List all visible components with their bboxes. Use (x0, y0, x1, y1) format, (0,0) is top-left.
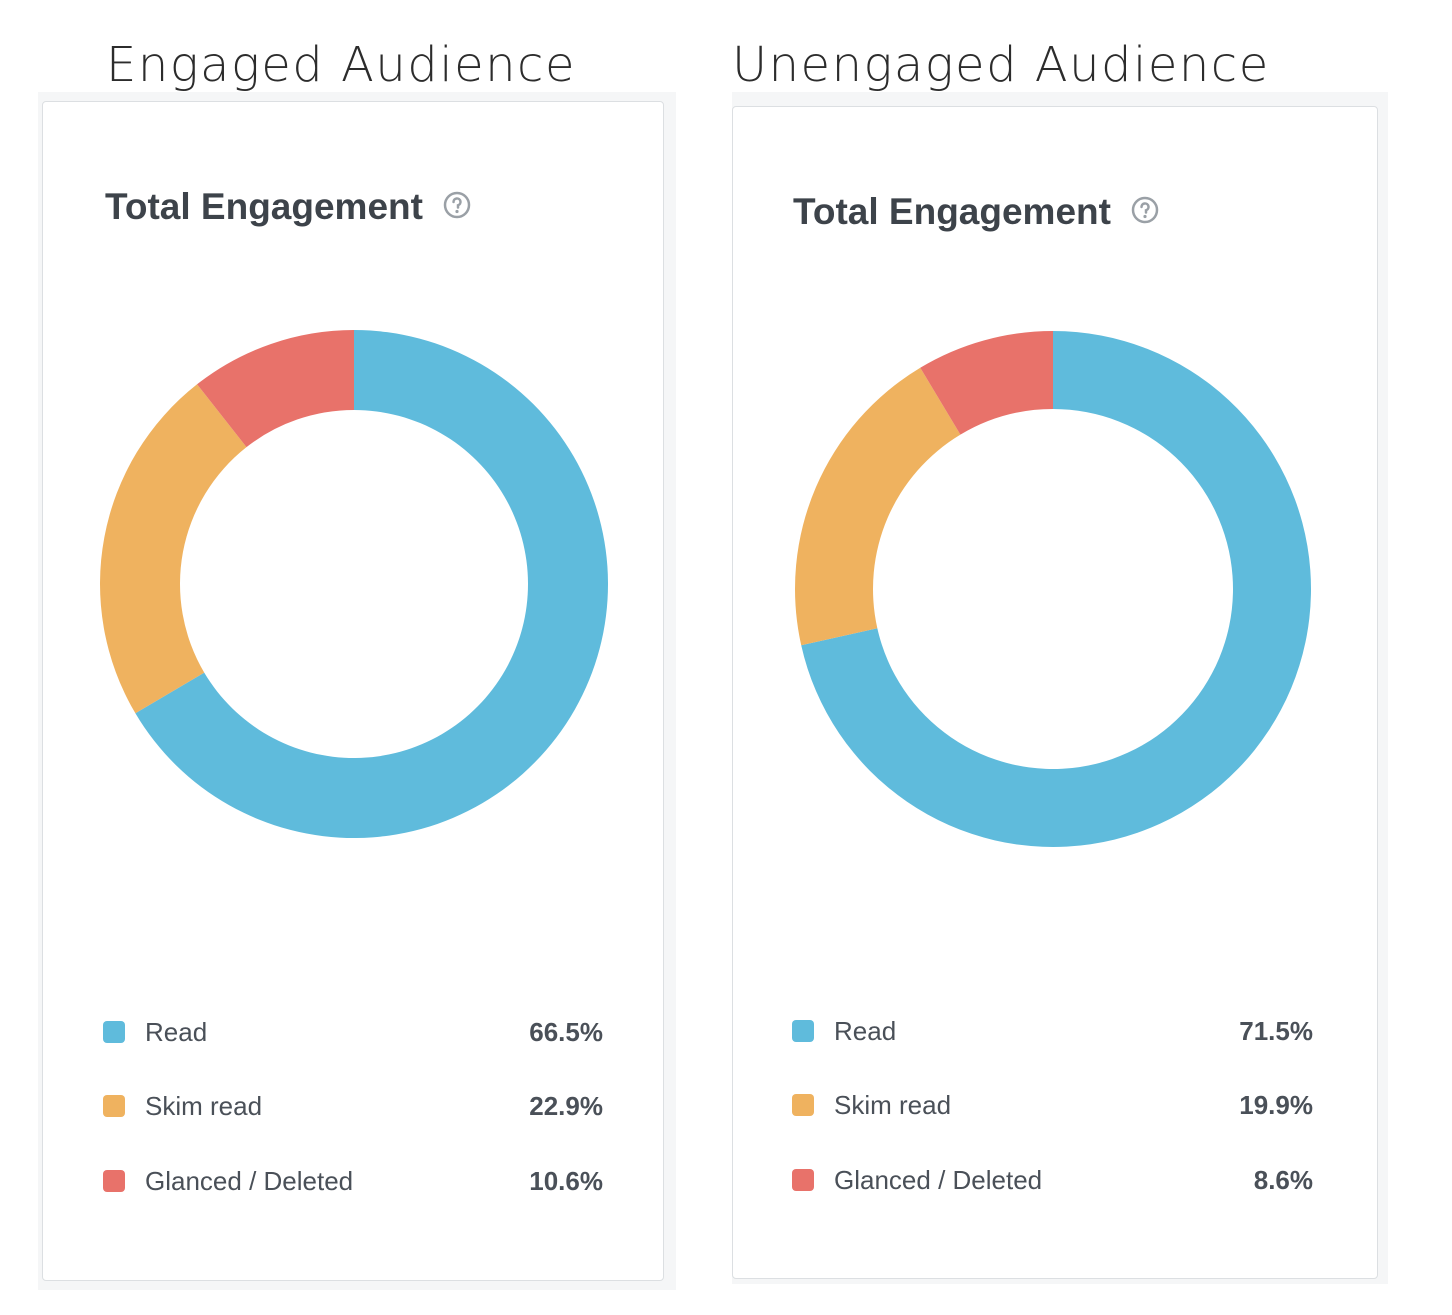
legend-item-read: Read 71.5% (792, 1011, 1313, 1051)
skim-read-swatch (792, 1094, 814, 1116)
legend-item-skim-read: Skim read 19.9% (792, 1085, 1313, 1125)
donut-slice-glanced-deleted (920, 331, 1053, 435)
legend-value: 8.6% (1253, 1164, 1313, 1195)
engaged-engagement-card: Total Engagement Read 66.5% Skim read 22… (42, 101, 664, 1281)
donut-slice-read (135, 330, 608, 839)
card-title: Total Engagement (105, 186, 423, 227)
card-title: Total Engagement (793, 191, 1111, 232)
glanced-deleted-swatch (792, 1169, 814, 1191)
legend-item-glanced-deleted: Glanced / Deleted 10.6% (103, 1161, 603, 1201)
legend-label: Skim read (145, 1090, 263, 1121)
donut-slice-read (801, 331, 1311, 847)
legend: Read 66.5% Skim read 22.9% Glanced / Del… (103, 1012, 603, 1212)
engagement-donut-chart (795, 331, 1311, 847)
legend-value: 22.9% (529, 1090, 603, 1121)
donut-slice-skim-read (100, 384, 247, 714)
skim-read-swatch (103, 1095, 125, 1117)
legend-value: 71.5% (1239, 1015, 1313, 1046)
question-circle-icon[interactable] (443, 191, 471, 224)
legend-value: 66.5% (529, 1016, 603, 1047)
legend-item-glanced-deleted: Glanced / Deleted 8.6% (792, 1160, 1313, 1200)
engaged-audience-heading: Engaged Audience (106, 37, 576, 93)
legend-label: Read (145, 1016, 208, 1047)
read-swatch (792, 1020, 814, 1042)
donut-slice-skim-read (795, 367, 961, 646)
unengaged-engagement-card: Total Engagement Read 71.5% Skim read 19… (732, 106, 1378, 1279)
donut-slice-glanced-deleted (197, 330, 354, 448)
read-swatch (103, 1021, 125, 1043)
legend-label: Read (834, 1015, 897, 1046)
legend: Read 71.5% Skim read 19.9% Glanced / Del… (792, 1011, 1313, 1211)
legend-value: 19.9% (1239, 1089, 1313, 1120)
legend-label: Glanced / Deleted (834, 1164, 1043, 1195)
engagement-donut-chart (100, 330, 608, 839)
legend-label: Skim read (834, 1089, 952, 1120)
legend-item-skim-read: Skim read 22.9% (103, 1086, 603, 1126)
legend-item-read: Read 66.5% (103, 1012, 603, 1052)
glanced-deleted-swatch (103, 1170, 125, 1192)
unengaged-audience-heading: Unengaged Audience (732, 37, 1270, 93)
legend-label: Glanced / Deleted (145, 1165, 354, 1196)
question-circle-icon[interactable] (1131, 196, 1159, 229)
legend-value: 10.6% (529, 1165, 603, 1196)
